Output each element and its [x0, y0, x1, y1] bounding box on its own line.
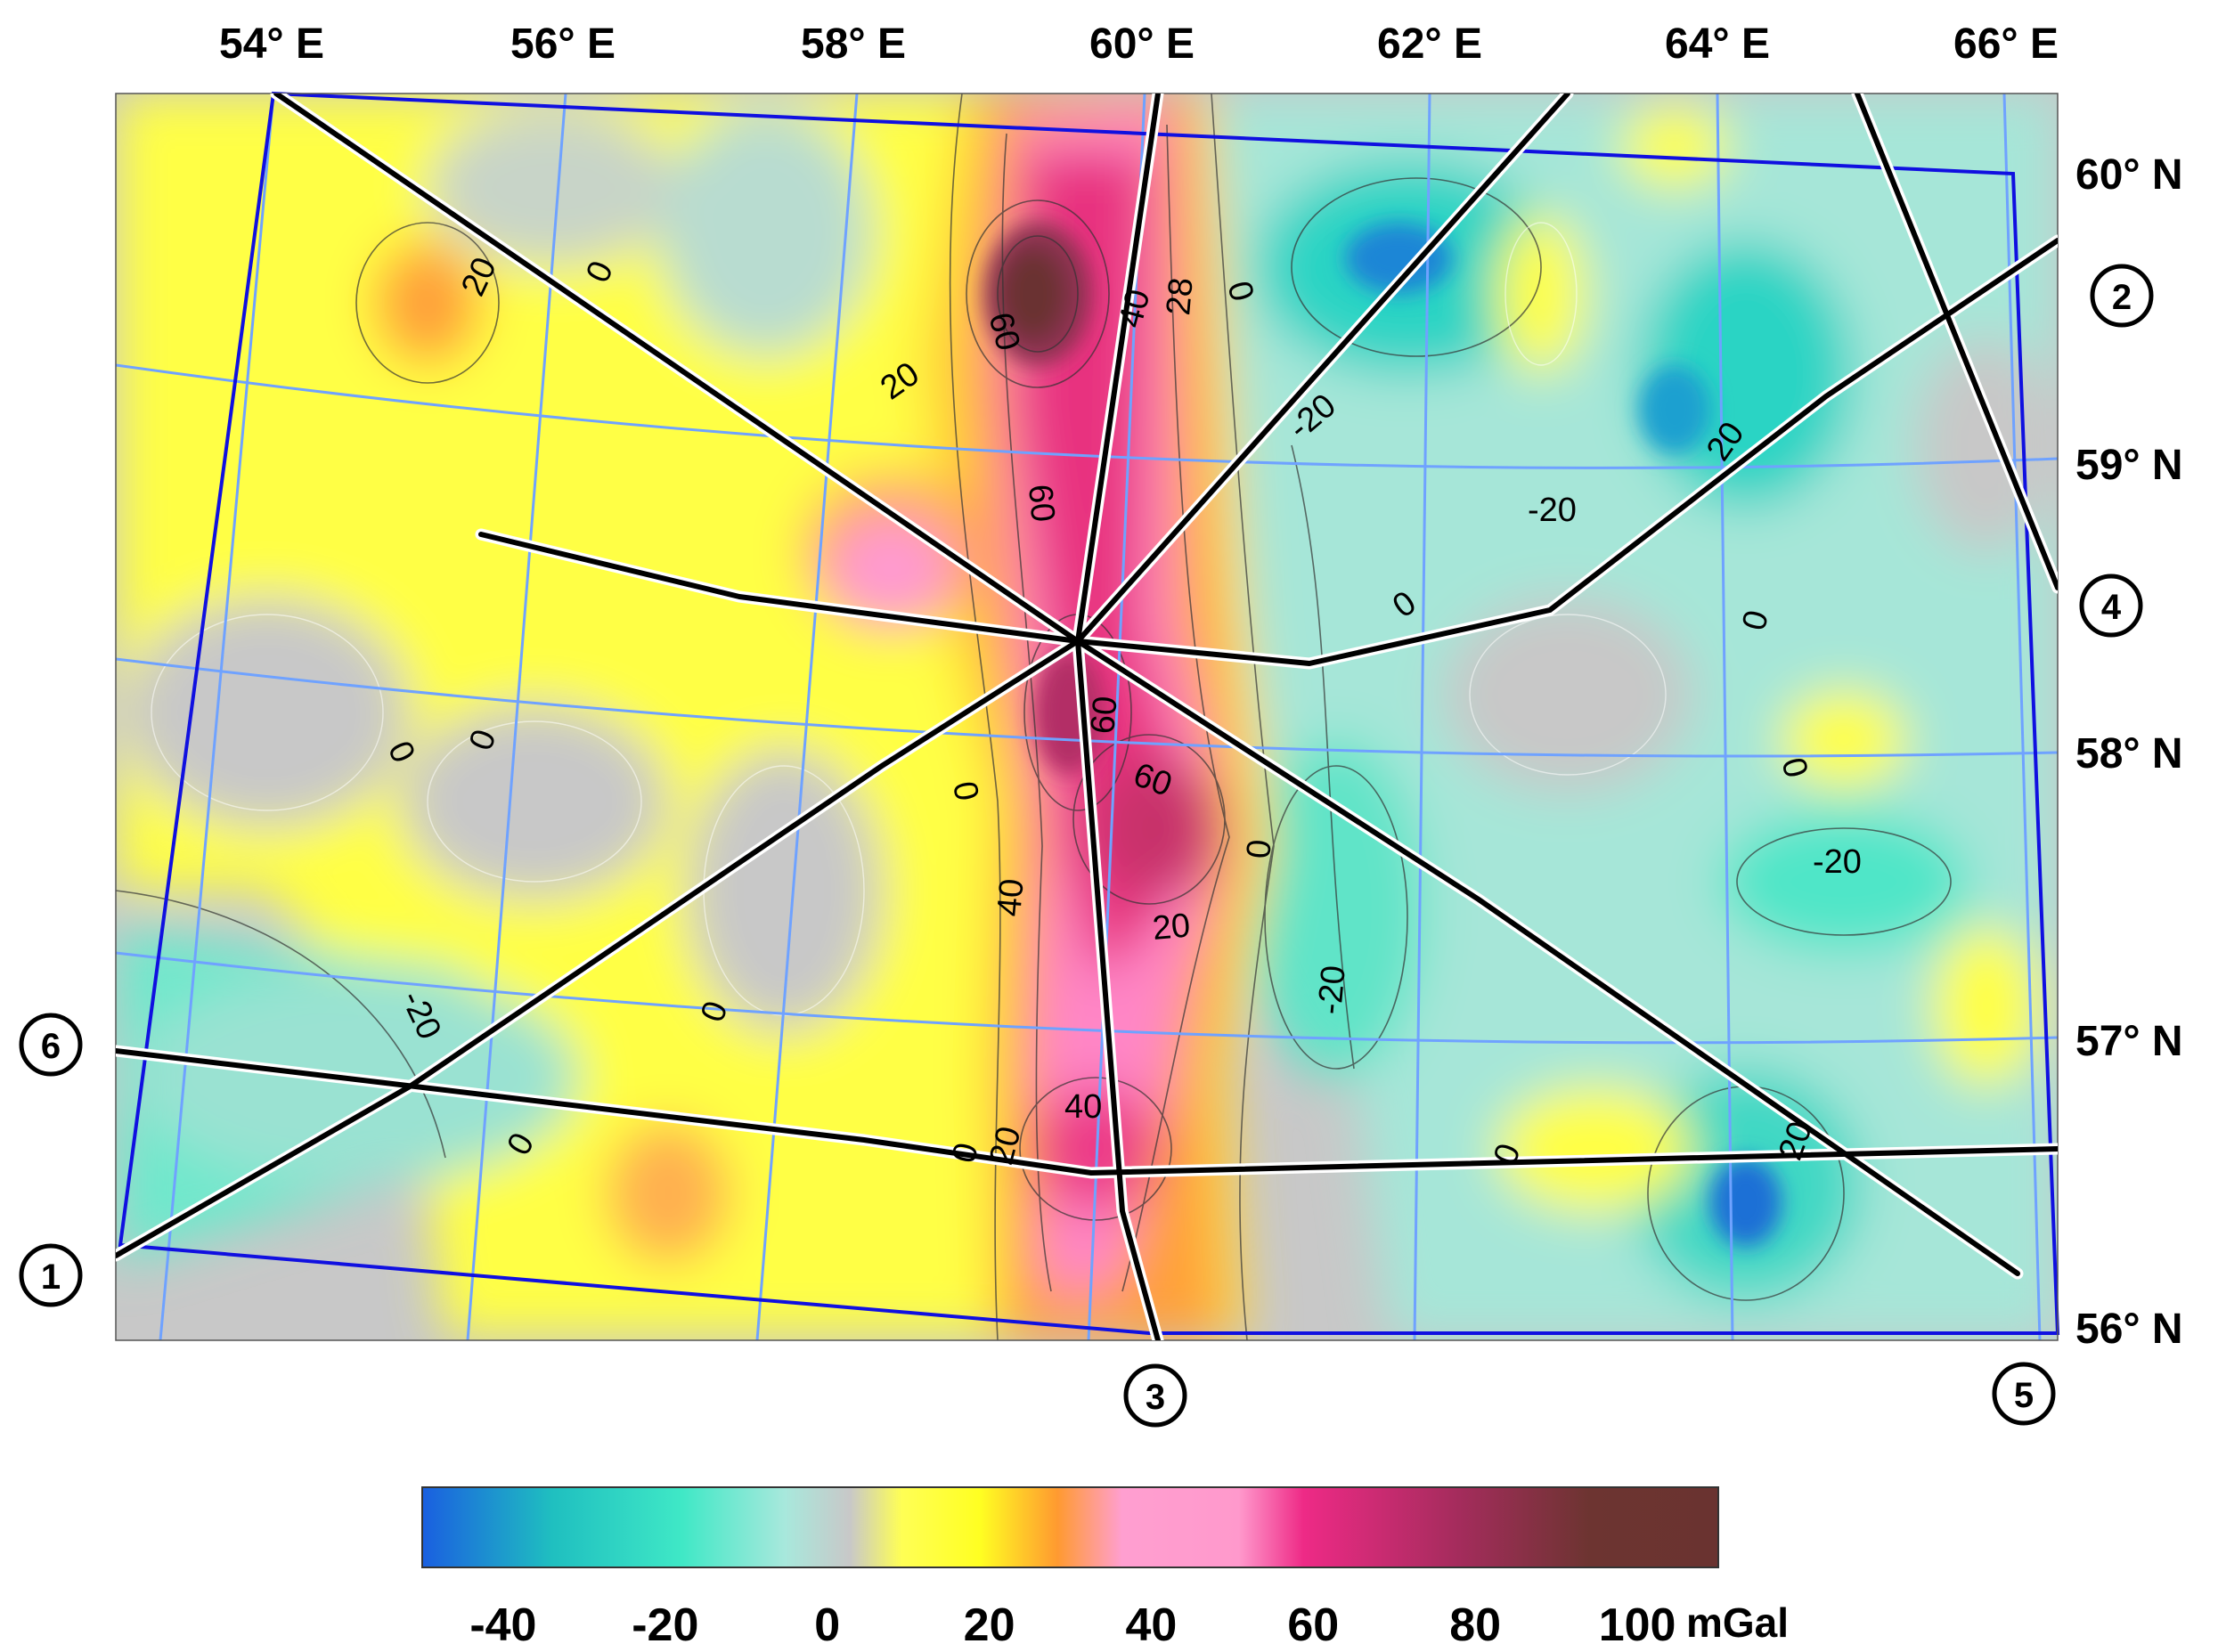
colorbar-tick-label: -20 [632, 1599, 698, 1651]
latitude-label: 58° N [2075, 730, 2183, 777]
contour-label: 60 [1021, 483, 1062, 524]
contour-label: 40 [1064, 1088, 1102, 1126]
colorbar-gradient [421, 1486, 1719, 1568]
profile-marker-2: 2 [2090, 264, 2154, 328]
longitude-label: 60° E [1089, 20, 1195, 68]
contour-label: 28 [1160, 276, 1201, 317]
contour-label: -20 [1311, 964, 1353, 1015]
longitude-label: 62° E [1377, 20, 1482, 68]
latitude-label: 56° N [2075, 1306, 2183, 1353]
contour-lines-light [151, 222, 1667, 1016]
svg-text:2: 2 [2112, 278, 2132, 317]
svg-text:5: 5 [2014, 1376, 2034, 1415]
svg-text:1: 1 [41, 1257, 61, 1297]
colorbar-tick-label: -40 [469, 1599, 536, 1651]
latitude-label: 57° N [2075, 1018, 2183, 1065]
profile-markers: 1 2 3 4 5 6 [19, 264, 2154, 1428]
longitude-label: 56° E [510, 20, 616, 68]
colorbar-tick-label: 60 [1287, 1599, 1339, 1651]
latitude-label: 60° N [2075, 151, 2183, 199]
svg-text:4: 4 [2101, 588, 2122, 627]
colorbar-tick-label: 0 [814, 1599, 840, 1651]
profile-marker-4: 4 [2079, 574, 2143, 638]
colorbar-tick-label: 80 [1449, 1599, 1501, 1651]
contour-lines [116, 94, 1952, 1340]
contour-label: 0 [1240, 838, 1279, 860]
latitude-labels: 60° N 59° N 58° N 57° N 56° N [2075, 151, 2183, 1353]
colorbar-tick-label: 100 [1599, 1599, 1676, 1651]
profile-lines [116, 94, 2058, 1340]
contour-label: 40 [991, 877, 1032, 918]
longitude-label: 64° E [1665, 20, 1770, 68]
colorbar-tick-label: 20 [964, 1599, 1015, 1651]
longitude-labels: 54° E 56° E 58° E 60° E 62° E 64° E 66° … [219, 20, 2059, 68]
colorbar-tick-label: 40 [1125, 1599, 1177, 1651]
svg-text:6: 6 [41, 1027, 61, 1066]
longitude-label: 66° E [1953, 20, 2059, 68]
colorbar-unit: mGal [1686, 1599, 1789, 1646]
colorbar-ticks: -40 -20 0 20 40 60 80 100 [469, 1599, 1676, 1651]
profile-marker-6: 6 [19, 1013, 83, 1077]
contour-label: -20 [1813, 843, 1862, 881]
latitude-label: 59° N [2075, 442, 2183, 489]
contour-label: 20 [1151, 907, 1192, 948]
colorbar: -40 -20 0 20 40 60 80 100 mGal [421, 1486, 1789, 1651]
longitude-label: 58° E [801, 20, 906, 68]
svg-text:3: 3 [1146, 1378, 1165, 1417]
profile-marker-1: 1 [19, 1243, 83, 1307]
graticule [116, 94, 2058, 1340]
longitude-label: 54° E [219, 20, 324, 68]
contour-label: 60 [1084, 695, 1125, 736]
contour-label: -20 [1528, 492, 1577, 529]
profile-marker-5: 5 [1992, 1362, 2056, 1426]
profile-marker-3: 3 [1123, 1363, 1187, 1428]
anomaly-field [116, 94, 2058, 1340]
map-border [115, 93, 2059, 1341]
